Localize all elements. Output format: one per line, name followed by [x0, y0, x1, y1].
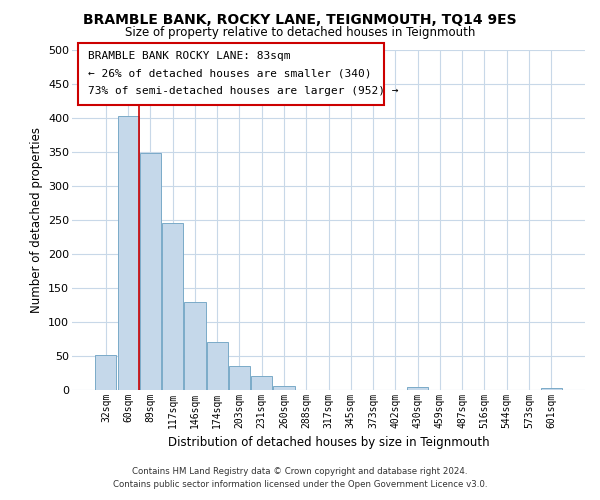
Bar — [184, 302, 206, 390]
Bar — [206, 342, 228, 390]
Text: 73% of semi-detached houses are larger (952) →: 73% of semi-detached houses are larger (… — [88, 86, 399, 96]
Bar — [95, 354, 116, 390]
Text: ← 26% of detached houses are smaller (340): ← 26% of detached houses are smaller (34… — [88, 68, 372, 78]
Bar — [162, 222, 183, 390]
X-axis label: Distribution of detached houses by size in Teignmouth: Distribution of detached houses by size … — [167, 436, 490, 450]
Bar — [274, 386, 295, 390]
Text: BRAMBLE BANK, ROCKY LANE, TEIGNMOUTH, TQ14 9ES: BRAMBLE BANK, ROCKY LANE, TEIGNMOUTH, TQ… — [83, 12, 517, 26]
Bar — [407, 386, 428, 390]
Text: BRAMBLE BANK ROCKY LANE: 83sqm: BRAMBLE BANK ROCKY LANE: 83sqm — [88, 51, 291, 61]
Bar — [140, 154, 161, 390]
Text: Size of property relative to detached houses in Teignmouth: Size of property relative to detached ho… — [125, 26, 475, 39]
Text: Contains HM Land Registry data © Crown copyright and database right 2024.
Contai: Contains HM Land Registry data © Crown c… — [113, 468, 487, 489]
Bar — [541, 388, 562, 390]
Y-axis label: Number of detached properties: Number of detached properties — [29, 127, 43, 313]
Bar — [229, 366, 250, 390]
Bar — [118, 116, 139, 390]
Bar — [251, 376, 272, 390]
